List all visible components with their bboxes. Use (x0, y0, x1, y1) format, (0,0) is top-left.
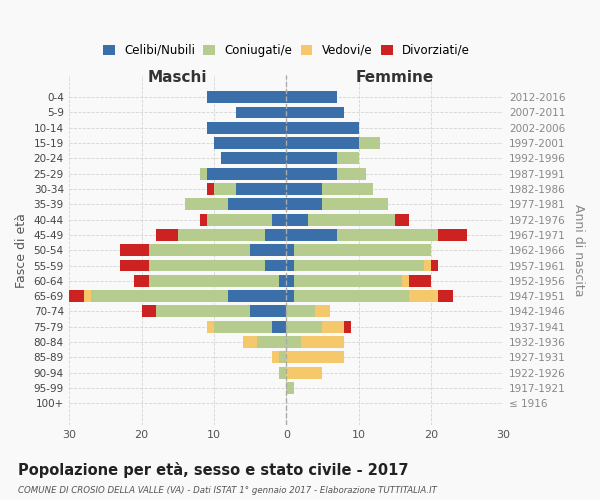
Bar (286, 382, 293, 394)
Bar (91, 290, 229, 302)
Bar (438, 290, 452, 302)
Bar (279, 275, 286, 287)
Bar (286, 306, 315, 318)
Bar (322, 198, 388, 210)
Bar (214, 321, 272, 332)
Bar (286, 366, 322, 378)
Bar (120, 244, 149, 256)
Bar (257, 336, 286, 348)
Bar (438, 229, 467, 241)
Bar (207, 214, 272, 226)
Bar (236, 183, 286, 195)
Bar (207, 183, 214, 195)
Legend: Celibi/Nubili, Coniugati/e, Vedovi/e, Divorziati/e: Celibi/Nubili, Coniugati/e, Vedovi/e, Di… (98, 39, 475, 62)
Bar (322, 321, 344, 332)
Bar (286, 106, 344, 118)
Bar (200, 214, 207, 226)
Bar (293, 275, 402, 287)
Bar (409, 290, 438, 302)
Bar (409, 275, 431, 287)
Bar (149, 275, 279, 287)
Bar (236, 106, 286, 118)
Bar (214, 183, 236, 195)
Text: COMUNE DI CROSIO DELLA VALLE (VA) - Dati ISTAT 1° gennaio 2017 - Elaborazione TU: COMUNE DI CROSIO DELLA VALLE (VA) - Dati… (18, 486, 437, 495)
Bar (70, 290, 84, 302)
Bar (286, 152, 337, 164)
Text: Popolazione per età, sesso e stato civile - 2017: Popolazione per età, sesso e stato civil… (18, 462, 409, 478)
Text: Maschi: Maschi (148, 70, 208, 85)
Bar (286, 137, 359, 149)
Bar (431, 260, 438, 272)
Bar (120, 260, 149, 272)
Bar (250, 306, 286, 318)
Bar (286, 91, 337, 103)
Bar (149, 244, 250, 256)
Bar (286, 183, 322, 195)
Bar (293, 290, 409, 302)
Bar (286, 321, 322, 332)
Bar (250, 244, 286, 256)
Bar (286, 260, 293, 272)
Bar (286, 290, 293, 302)
Bar (243, 336, 257, 348)
Y-axis label: Fasce di età: Fasce di età (15, 213, 28, 288)
Bar (229, 290, 286, 302)
Bar (178, 229, 265, 241)
Bar (424, 260, 431, 272)
Bar (337, 229, 438, 241)
Bar (315, 306, 329, 318)
Bar (207, 122, 286, 134)
Bar (286, 352, 344, 364)
Bar (265, 260, 286, 272)
Bar (229, 198, 286, 210)
Bar (207, 321, 214, 332)
Bar (308, 214, 395, 226)
Bar (395, 214, 409, 226)
Bar (185, 198, 229, 210)
Bar (286, 122, 359, 134)
Bar (286, 229, 337, 241)
Bar (149, 260, 265, 272)
Bar (156, 229, 178, 241)
Bar (286, 275, 293, 287)
Bar (402, 275, 409, 287)
Bar (84, 290, 91, 302)
Bar (286, 336, 301, 348)
Bar (134, 275, 149, 287)
Bar (265, 229, 286, 241)
Bar (214, 137, 286, 149)
Bar (200, 168, 207, 179)
Bar (272, 214, 286, 226)
Bar (272, 321, 286, 332)
Y-axis label: Anni di nascita: Anni di nascita (572, 204, 585, 296)
Bar (337, 168, 366, 179)
Text: Femmine: Femmine (356, 70, 434, 85)
Bar (221, 152, 286, 164)
Bar (142, 306, 156, 318)
Bar (359, 137, 380, 149)
Bar (293, 260, 424, 272)
Bar (293, 244, 431, 256)
Bar (337, 152, 359, 164)
Bar (322, 183, 373, 195)
Bar (156, 306, 250, 318)
Bar (301, 336, 344, 348)
Bar (286, 168, 337, 179)
Bar (286, 244, 293, 256)
Bar (279, 352, 286, 364)
Bar (207, 168, 286, 179)
Bar (286, 214, 308, 226)
Bar (344, 321, 352, 332)
Bar (207, 91, 286, 103)
Bar (272, 352, 279, 364)
Bar (286, 198, 322, 210)
Bar (279, 366, 286, 378)
